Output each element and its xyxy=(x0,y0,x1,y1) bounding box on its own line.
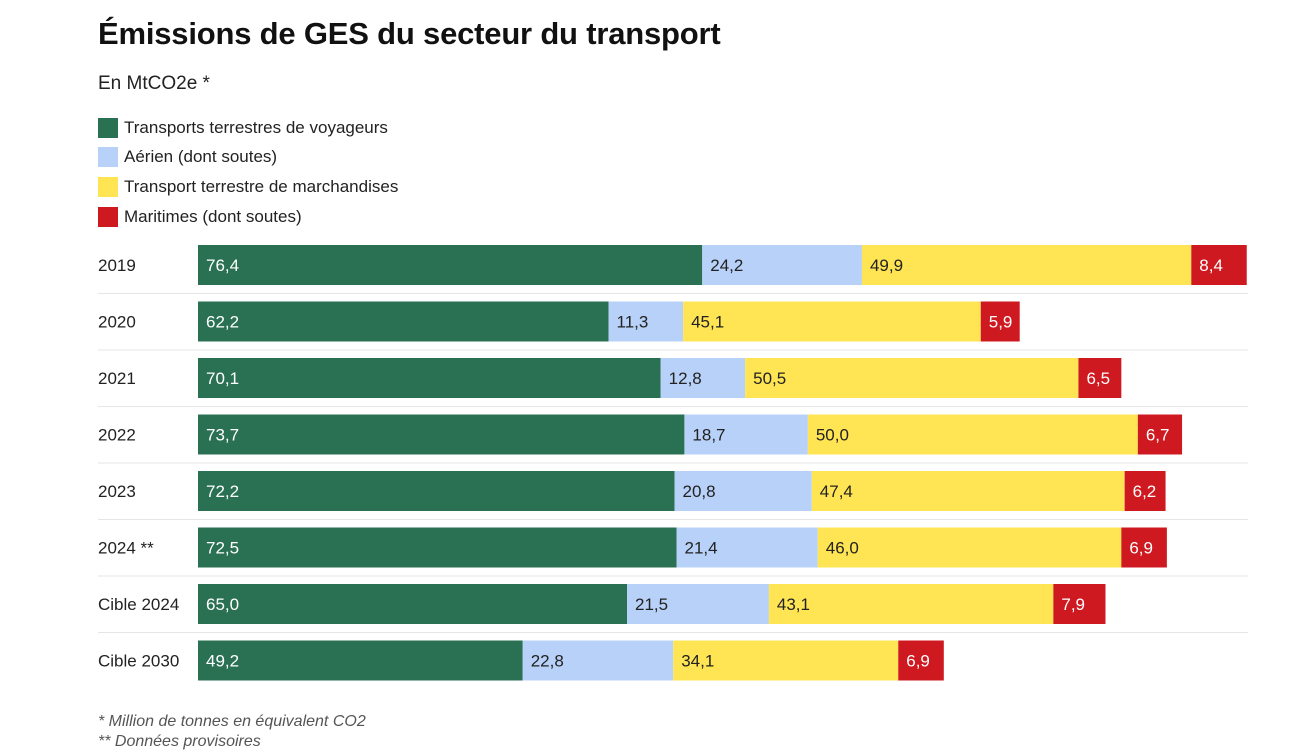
legend-label: Transport terrestre de marchandises xyxy=(124,176,399,196)
data-label: 18,7 xyxy=(692,426,725,445)
footnote: * Million de tonnes en équivalent CO2 xyxy=(98,713,366,730)
legend-swatch xyxy=(98,176,118,197)
data-label: 12,8 xyxy=(669,369,702,388)
data-label: 46,0 xyxy=(826,539,859,558)
data-label: 8,4 xyxy=(1199,256,1223,275)
data-label: 24,2 xyxy=(710,256,743,275)
data-label: 11,3 xyxy=(617,313,649,332)
legend-swatch xyxy=(98,117,118,138)
bar-segment xyxy=(807,414,1138,455)
category-label: 2019 xyxy=(98,256,136,275)
bar-segment xyxy=(608,301,684,342)
data-label: 21,5 xyxy=(635,595,668,614)
bar-segment xyxy=(745,358,1079,398)
chart-subtitle: En MtCO2e * xyxy=(98,73,210,94)
bar-segment xyxy=(1124,471,1166,511)
data-label: 50,5 xyxy=(753,369,786,388)
bar-segment xyxy=(768,584,1054,624)
data-label: 72,2 xyxy=(206,482,239,501)
data-label: 5,9 xyxy=(989,313,1013,332)
bar-segment xyxy=(898,640,944,681)
legend-label: Maritimes (dont soutes) xyxy=(124,206,302,226)
bar-segment xyxy=(861,245,1192,285)
legend-label: Transports terrestres de voyageurs xyxy=(124,117,388,137)
data-label: 6,9 xyxy=(1129,539,1153,558)
bar-segment xyxy=(1191,245,1247,285)
data-label: 62,2 xyxy=(206,313,239,332)
data-label: 22,8 xyxy=(531,652,564,671)
category-label: 2024 ** xyxy=(98,539,154,558)
data-label: 49,2 xyxy=(206,652,239,671)
bar-segment xyxy=(198,358,661,398)
category-label: 2021 xyxy=(98,369,136,388)
data-label: 20,8 xyxy=(683,482,716,501)
bar-segment xyxy=(684,414,808,455)
bar-segment xyxy=(522,640,674,681)
data-label: 73,7 xyxy=(206,426,239,445)
legend-swatch xyxy=(98,147,118,168)
bar-segment xyxy=(198,584,627,624)
category-label: 2022 xyxy=(98,426,136,445)
bar-segment xyxy=(811,471,1125,511)
data-label: 47,4 xyxy=(820,482,853,501)
bar-segment xyxy=(817,527,1122,568)
bar-segment xyxy=(683,301,981,342)
bar-segment xyxy=(1121,527,1167,568)
category-label: Cible 2030 xyxy=(98,652,179,671)
chart-title: Émissions de GES du secteur du transport xyxy=(98,16,721,51)
data-label: 43,1 xyxy=(777,595,810,614)
bar-segment xyxy=(673,640,899,681)
bar-segment xyxy=(1078,358,1122,398)
legend-item: Maritimes (dont soutes) xyxy=(98,202,398,232)
data-label: 76,4 xyxy=(206,256,239,275)
bar-segment xyxy=(198,301,609,342)
legend-item: Transports terrestres de voyageurs xyxy=(98,113,398,143)
data-label: 65,0 xyxy=(206,595,239,614)
data-label: 70,1 xyxy=(206,369,239,388)
bar-segment xyxy=(702,245,862,285)
data-label: 21,4 xyxy=(685,539,718,558)
data-label: 49,9 xyxy=(870,256,903,275)
bar-segment xyxy=(198,414,685,455)
bar-segment xyxy=(198,471,675,511)
bar-segment xyxy=(660,358,746,398)
bar-segment xyxy=(1053,584,1106,624)
category-label: 2023 xyxy=(98,482,136,501)
data-label: 34,1 xyxy=(681,652,714,671)
data-label: 6,2 xyxy=(1133,482,1157,501)
data-label: 6,5 xyxy=(1086,369,1110,388)
footnote: ** Données provisoires xyxy=(98,733,261,750)
bar-segment xyxy=(980,301,1020,342)
data-label: 50,0 xyxy=(816,426,849,445)
bar-segment xyxy=(198,527,677,568)
data-label: 6,7 xyxy=(1146,426,1170,445)
legend-item: Aérien (dont soutes) xyxy=(98,143,398,173)
footnotes: * Million de tonnes en équivalent CO2 **… xyxy=(98,712,366,752)
bar-segment xyxy=(198,640,523,681)
bar-segment xyxy=(676,527,818,568)
legend-item: Transport terrestre de marchandises xyxy=(98,172,398,202)
bar-segment xyxy=(1137,414,1183,455)
data-label: 6,9 xyxy=(906,652,930,671)
bar-segment xyxy=(198,245,703,285)
legend-label: Aérien (dont soutes) xyxy=(124,147,278,167)
category-label: Cible 2024 xyxy=(98,595,179,614)
legend-swatch xyxy=(98,206,118,227)
bar-segment xyxy=(674,471,812,511)
category-label: 2020 xyxy=(98,313,136,332)
data-label: 45,1 xyxy=(691,313,724,332)
bar-segment xyxy=(627,584,769,624)
data-label: 72,5 xyxy=(206,539,239,558)
data-label: 7,9 xyxy=(1061,595,1085,614)
legend: Transports terrestres de voyageurs Aérie… xyxy=(98,113,398,231)
